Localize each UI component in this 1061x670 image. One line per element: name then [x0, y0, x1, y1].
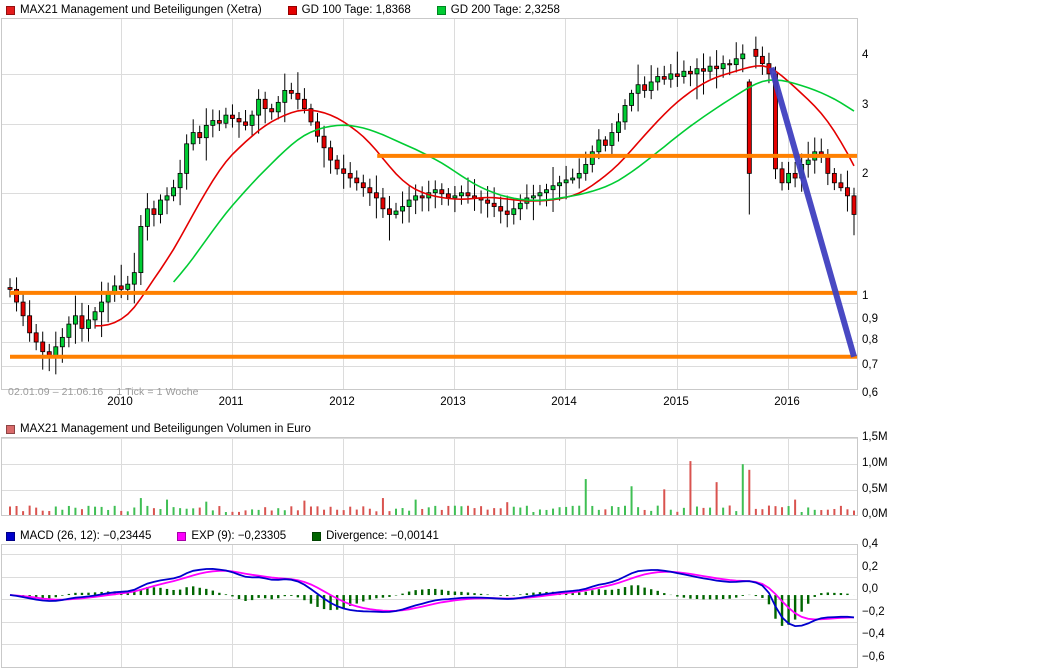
gridline-vol-x-2013 [454, 438, 455, 515]
gridline-price-08 [2, 342, 857, 343]
exp-color-swatch-icon [177, 531, 187, 541]
legend-label-exp: EXP (9): −0,23305 [191, 530, 287, 542]
gridline-vol-x-2011 [232, 438, 233, 515]
gridline-vol-10m [2, 464, 857, 465]
legend-item-gd200[interactable]: GD 200 Tage: 2,3258 [436, 4, 560, 16]
macd-color-swatch-icon [6, 531, 15, 541]
gridline-x-2015 [677, 19, 678, 389]
legend-item-divergence[interactable]: Divergence: −0,00141 [312, 530, 439, 542]
ylabel-vol-15m: 1,5M [862, 431, 888, 443]
legend-item-volume[interactable]: MAX21 Management und Beteiligungen Volum… [6, 423, 311, 435]
gridline-vol-00m [2, 515, 857, 516]
gridline-x-2016 [788, 19, 789, 389]
ylabel-macd-n06: −0,6 [862, 651, 885, 663]
volume-color-swatch-icon [6, 424, 15, 434]
date-range-note: 02.01.09 – 21.06.16 1 Tick = 1 Woche [8, 386, 199, 398]
legend-label-volume: MAX21 Management und Beteiligungen Volum… [20, 423, 311, 435]
legend-label-macd: MACD (26, 12): −0,23445 [20, 530, 152, 542]
macd-legend: MACD (26, 12): −0,23445 EXP (9): −0,2330… [6, 528, 465, 544]
ylabel-price-3: 3 [862, 99, 869, 111]
gridline-vol-05m [2, 490, 857, 491]
xlabel-2012: 2012 [329, 396, 355, 408]
gridline-macd-n02 [2, 622, 857, 623]
volume-series-canvas [9, 461, 855, 515]
divergence-color-swatch-icon [312, 531, 322, 541]
ylabel-macd-04: 0,4 [862, 538, 878, 550]
gridline-macd-n04 [2, 644, 857, 645]
price-series-canvas [7, 36, 857, 375]
gridline-vol-15m [2, 438, 857, 439]
gridline-macd-x-2014 [565, 545, 566, 667]
ylabel-vol-10m: 1,0M [862, 457, 888, 469]
legend-item-gd100[interactable]: GD 100 Tage: 1,8368 [287, 4, 411, 16]
gridline-vol-x-2010 [121, 438, 122, 515]
gridline-x-2011 [232, 19, 233, 389]
legend-item-macd[interactable]: MACD (26, 12): −0,23445 [6, 530, 151, 542]
gridline-vol-x-2015 [677, 438, 678, 515]
ylabel-price-07: 0,7 [862, 359, 878, 371]
price-legend: MAX21 Management und Beteiligungen (Xetr… [6, 2, 586, 18]
xlabel-2014: 2014 [551, 396, 577, 408]
ylabel-price-2: 2 [862, 168, 869, 180]
ylabel-price-08: 0,8 [862, 334, 878, 346]
gridline-macd-04 [2, 554, 857, 555]
gridline-price-4 [2, 74, 857, 75]
legend-label-gd100: GD 100 Tage: 1,8368 [301, 4, 411, 16]
macd-series-canvas [9, 567, 856, 628]
legend-label-gd200: GD 200 Tage: 2,3258 [450, 4, 560, 16]
legend-label-instrument: MAX21 Management und Beteiligungen (Xetr… [20, 4, 262, 16]
gridline-x-2012 [343, 19, 344, 389]
gridline-vol-x-2014 [565, 438, 566, 515]
gd100-color-swatch-icon [287, 5, 297, 15]
gridline-price-1 [2, 303, 857, 304]
gridline-macd-02 [2, 577, 857, 578]
ylabel-vol-00m: 0,0M [862, 508, 888, 520]
gridline-macd-x-2011 [232, 545, 233, 667]
gridline-vol-x-2016 [788, 438, 789, 515]
gridline-vol-x-2012 [343, 438, 344, 515]
macd-chart-panel[interactable] [1, 544, 858, 668]
gridline-price-09 [2, 321, 857, 322]
ylabel-price-1: 1 [862, 290, 869, 302]
gridline-macd-n06 [2, 667, 857, 668]
gridline-macd-x-2013 [454, 545, 455, 667]
instrument-color-swatch-icon [6, 5, 15, 15]
gridline-macd-00 [2, 599, 857, 600]
xlabel-2011: 2011 [218, 396, 244, 408]
range-period: 02.01.09 – 21.06.16 [8, 386, 104, 398]
gridline-macd-x-2015 [677, 545, 678, 667]
gd200-color-swatch-icon [436, 5, 446, 15]
gridline-x-2014 [565, 19, 566, 389]
xlabel-2010: 2010 [107, 396, 133, 408]
legend-label-divergence: Divergence: −0,00141 [326, 530, 439, 542]
ylabel-price-09: 0,9 [862, 313, 878, 325]
gridline-x-2010 [121, 19, 122, 389]
ylabel-macd-00: 0,0 [862, 583, 878, 595]
price-chart-panel[interactable] [1, 18, 858, 390]
gridline-price-07 [2, 366, 857, 367]
ylabel-price-4: 4 [862, 49, 869, 61]
legend-item-exp[interactable]: EXP (9): −0,23305 [177, 530, 286, 542]
volume-legend: MAX21 Management und Beteiligungen Volum… [6, 421, 337, 437]
ylabel-macd-n02: −0,2 [862, 606, 885, 618]
xlabel-2013: 2013 [440, 396, 466, 408]
ylabel-macd-02: 0,2 [862, 561, 878, 573]
ylabel-vol-05m: 0,5M [862, 483, 888, 495]
xlabel-2015: 2015 [663, 396, 689, 408]
gridline-price-3 [2, 124, 857, 125]
ylabel-macd-n04: −0,4 [862, 628, 885, 640]
legend-item-instrument[interactable]: MAX21 Management und Beteiligungen (Xetr… [6, 4, 262, 16]
ylabel-price-06: 0,6 [862, 387, 878, 399]
range-tick: 1 Tick = 1 Woche [116, 386, 199, 398]
xlabel-2016: 2016 [774, 396, 800, 408]
volume-chart-panel[interactable] [1, 437, 858, 516]
gridline-macd-x-2010 [121, 545, 122, 667]
